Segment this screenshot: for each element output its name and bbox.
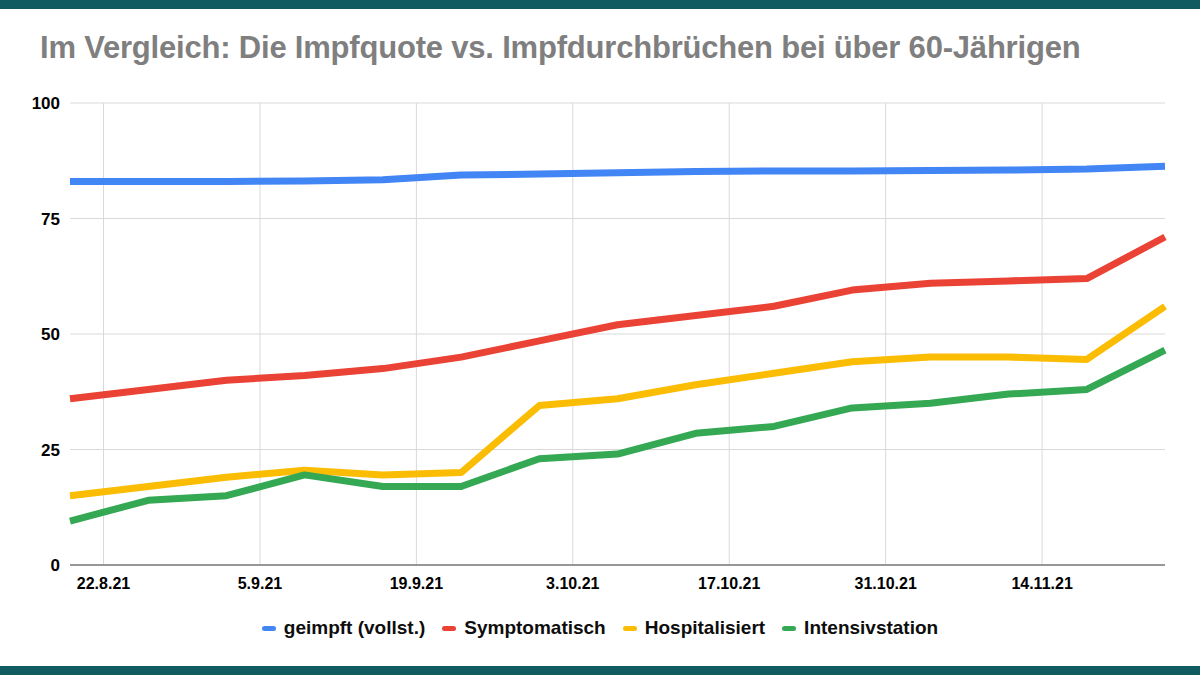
legend-label: Intensivstation: [804, 617, 938, 639]
y-axis-tick-label: 75: [41, 210, 60, 229]
legend-marker: [782, 626, 796, 631]
line-chart: 22.8.21 5.9.21 19.9.21 3.10.21 17.10.21 31.10…: [0, 0, 1200, 675]
legend-marker: [442, 626, 456, 631]
legend-item: Intensivstation: [782, 617, 938, 639]
y-axis-tick-label: 100: [32, 94, 60, 113]
chart-legend: geimpft (vollst.) Symptomatisch Hospitalis…: [0, 614, 1200, 642]
y-axis-tick-label: 50: [41, 325, 60, 344]
series-line-intensivstation: [70, 350, 1165, 521]
x-axis-tick-label: 3.10.21: [546, 575, 599, 592]
series-line-symptomatisch: [70, 237, 1165, 399]
legend-label: Symptomatisch: [464, 617, 605, 639]
legend-marker: [623, 626, 637, 631]
x-axis-tick-label: 5.9.21: [238, 575, 283, 592]
legend-item: geimpft (vollst.): [262, 617, 425, 639]
legend-label: Hospitalisiert: [645, 617, 765, 639]
y-axis-tick-label: 25: [41, 441, 60, 460]
legend-marker: [262, 626, 276, 631]
series-line-hospitalisiert: [70, 306, 1165, 495]
legend-item: Hospitalisiert: [623, 617, 765, 639]
series-line-geimpft-vollst: [70, 166, 1165, 181]
x-axis-tick-label: 19.9.21: [390, 575, 443, 592]
x-axis-tick-label: 22.8.21: [77, 575, 130, 592]
x-axis-tick-label: 17.10.21: [698, 575, 760, 592]
bottom-accent-bar: [0, 666, 1200, 675]
y-axis-tick-label: 0: [51, 556, 60, 575]
x-axis-tick-label: 14.11.21: [1011, 575, 1073, 592]
legend-item: Symptomatisch: [442, 617, 605, 639]
x-axis-tick-label: 31.10.21: [855, 575, 917, 592]
legend-label: geimpft (vollst.): [284, 617, 425, 639]
